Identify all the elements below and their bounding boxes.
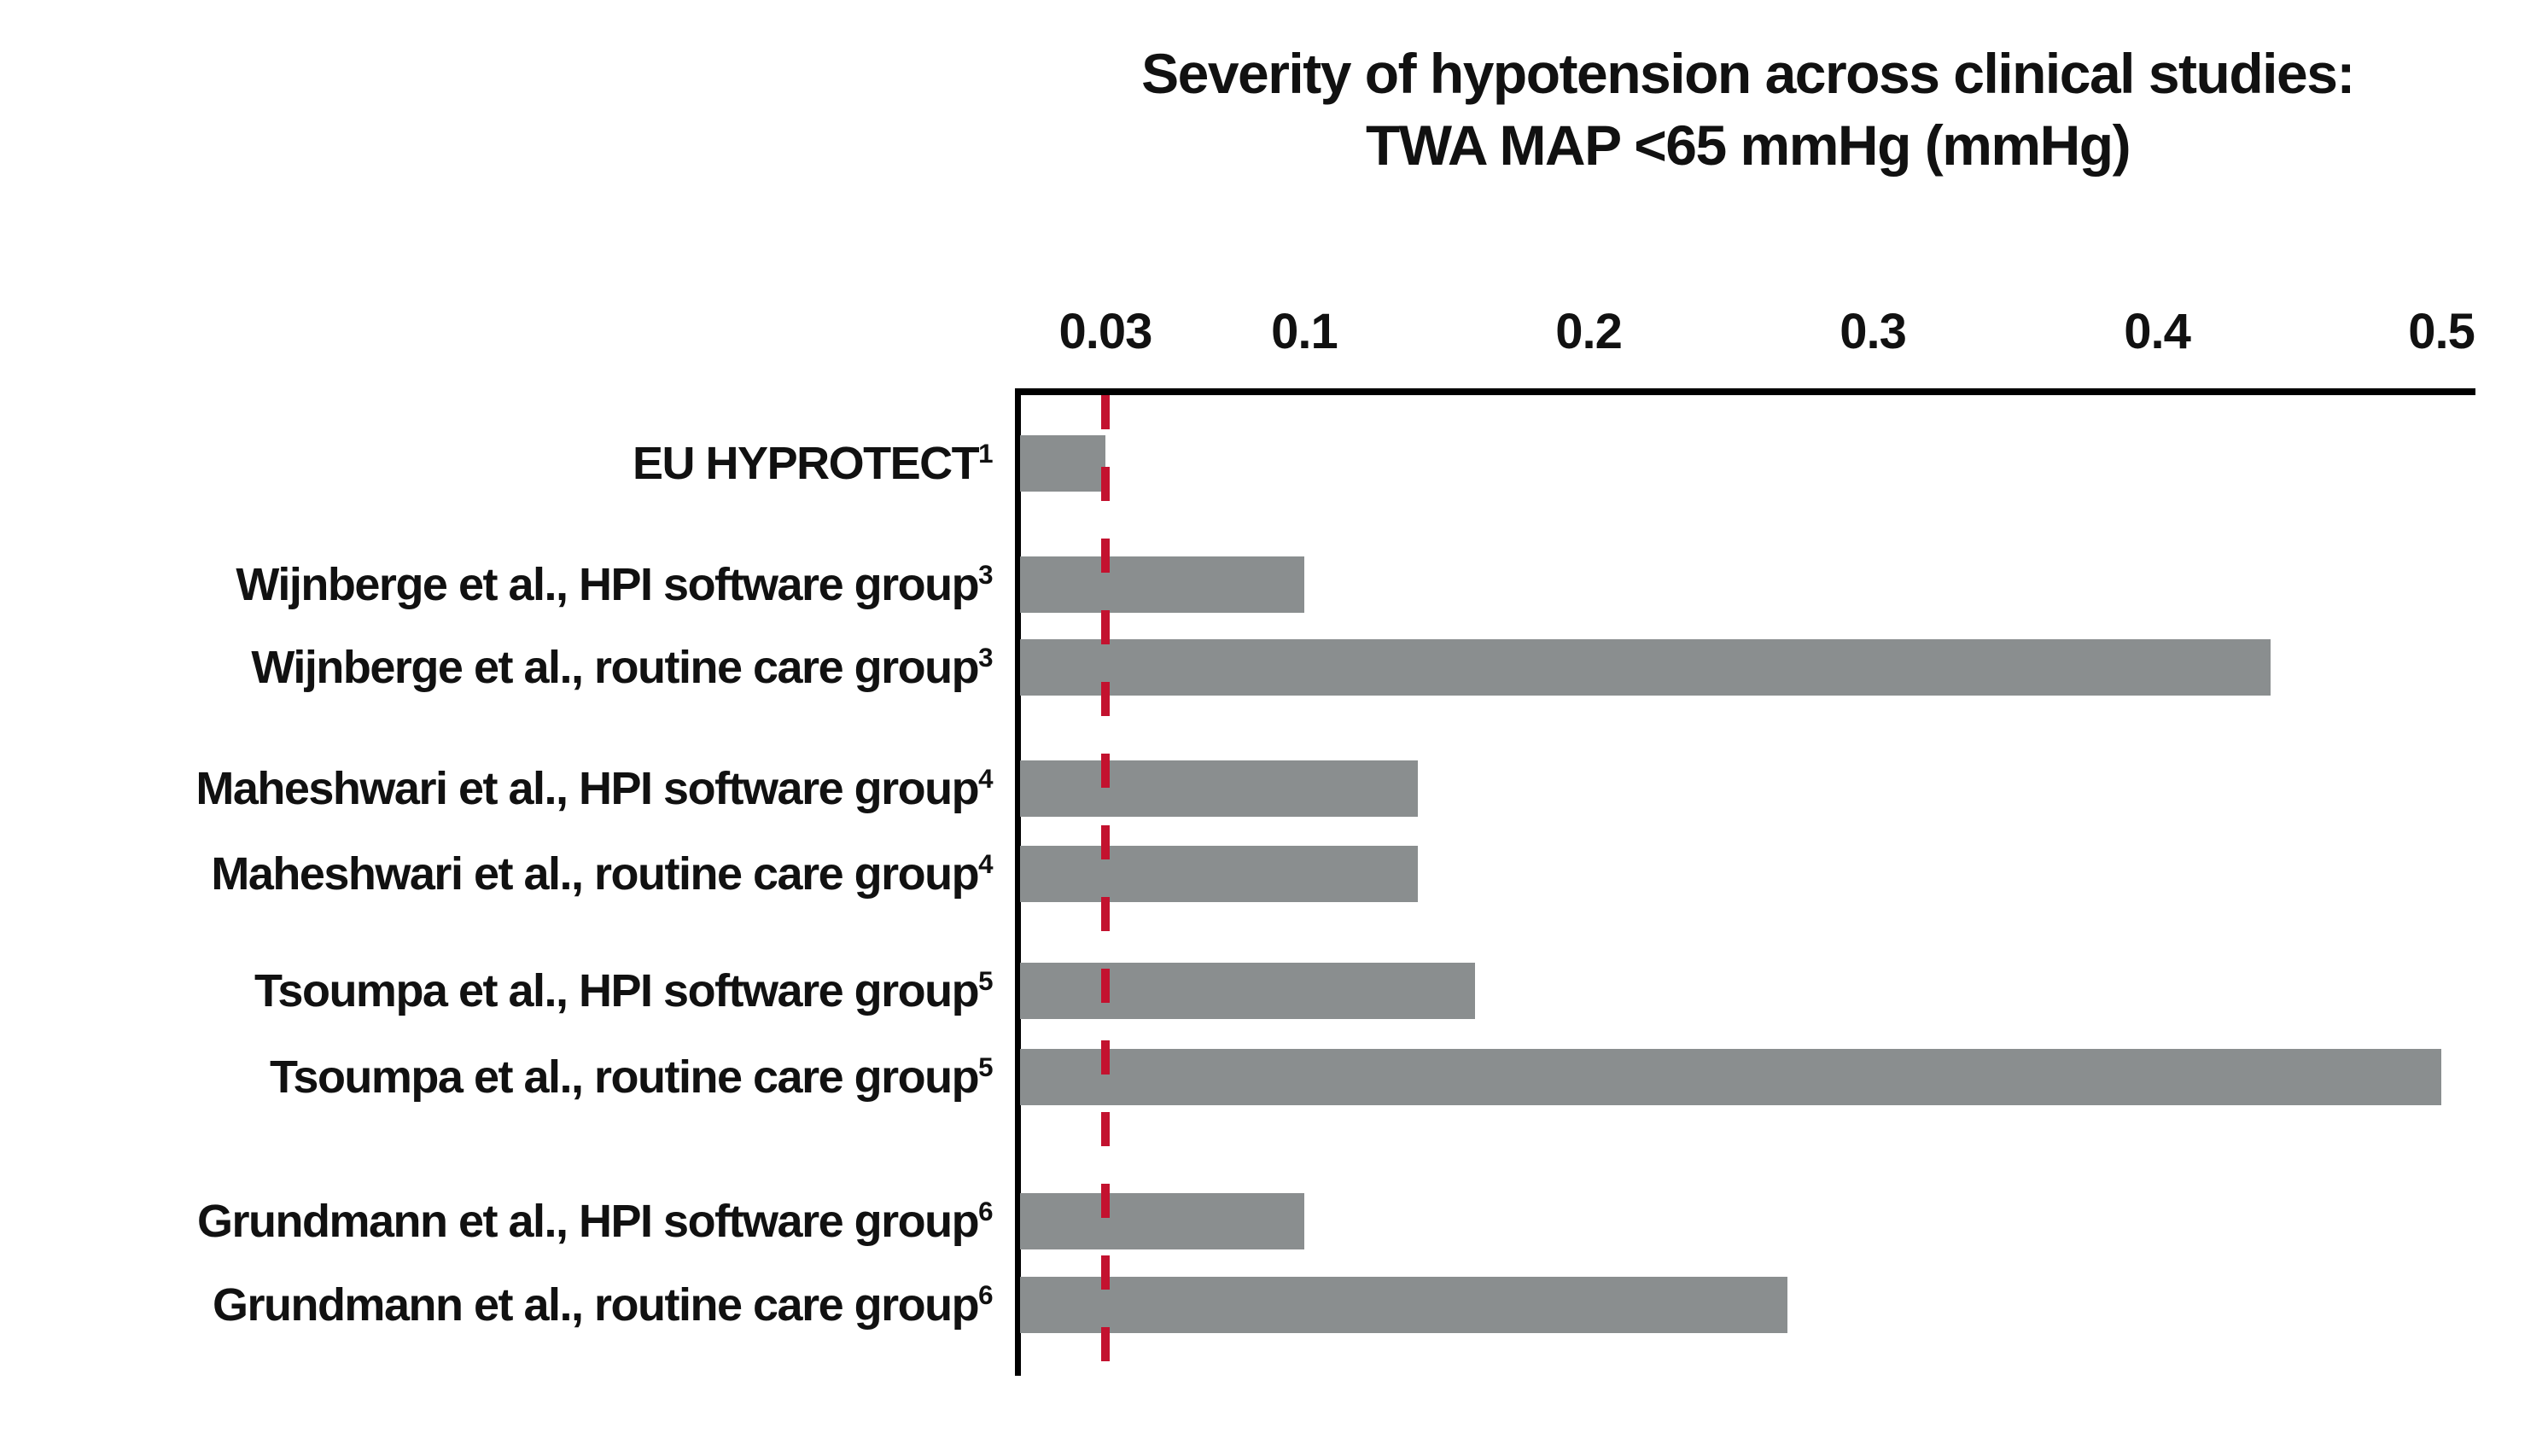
bar [1020, 1193, 1304, 1249]
category-label-footnote: 5 [978, 1052, 993, 1082]
category-label: Wijnberge et al., HPI software group3 [236, 556, 993, 613]
category-label: Grundmann et al., HPI software group6 [196, 1193, 994, 1249]
category-label: Wijnberge et al., routine care group3 [251, 639, 993, 696]
category-label-text: Maheshwari et al., routine care group [211, 848, 979, 900]
category-label: Tsoumpa et al., HPI software group5 [254, 963, 994, 1019]
category-label-text: EU HYPROTECT [633, 438, 980, 489]
y-axis-line [1015, 388, 1021, 1376]
bar [1020, 435, 1105, 492]
category-label-footnote: 3 [978, 643, 993, 673]
category-label: Maheshwari et al., routine care group4 [211, 846, 993, 902]
category-label-text: Wijnberge et al., HPI software group [236, 559, 979, 610]
bar [1020, 1277, 1788, 1333]
chart-title-line-1: Severity of hypotension across clinical … [1141, 42, 2355, 105]
category-label-footnote: 4 [978, 764, 993, 794]
category-label-text: Maheshwari et al., HPI software group [195, 763, 979, 814]
category-label-text: Grundmann et al., routine care group [212, 1279, 980, 1331]
category-label-text: Grundmann et al., HPI software group [196, 1196, 980, 1247]
reference-dashed-line [1100, 395, 1110, 1376]
category-label: Maheshwari et al., HPI software group4 [195, 760, 993, 817]
category-label-footnote: 3 [978, 560, 993, 590]
category-label-text: Tsoumpa et al., routine care group [269, 1051, 980, 1103]
category-label-text: Wijnberge et al., routine care group [251, 642, 979, 693]
bar [1020, 963, 1475, 1019]
category-label-footnote: 5 [978, 966, 993, 996]
x-tick-label-0.1: 0.1 [1271, 304, 1338, 359]
category-label: Tsoumpa et al., routine care group5 [269, 1049, 994, 1105]
category-label-footnote: 1 [978, 439, 993, 469]
chart-title: Severity of hypotension across clinical … [1020, 38, 2475, 181]
x-tick-label-0.3: 0.3 [1840, 304, 1907, 359]
category-label: Grundmann et al., routine care group6 [212, 1277, 994, 1333]
chart-title-line-2: TWA MAP <65 mmHg (mmHg) [1365, 114, 2131, 177]
x-tick-label-0.4: 0.4 [2124, 304, 2191, 359]
category-label-footnote: 6 [978, 1197, 993, 1226]
bar [1020, 639, 2271, 696]
category-label-text: Tsoumpa et al., HPI software group [254, 965, 980, 1016]
x-axis-line [1015, 388, 2475, 395]
bar [1020, 846, 1419, 902]
x-tick-label-0.03: 0.03 [1058, 304, 1152, 359]
category-label-footnote: 6 [978, 1280, 993, 1310]
x-tick-label-0.2: 0.2 [1555, 304, 1623, 359]
x-tick-label-0.5: 0.5 [2408, 304, 2475, 359]
bar [1020, 760, 1419, 817]
bar [1020, 556, 1304, 613]
bar [1020, 1049, 2442, 1105]
category-label-footnote: 4 [978, 849, 993, 879]
category-label: EU HYPROTECT1 [633, 435, 993, 492]
